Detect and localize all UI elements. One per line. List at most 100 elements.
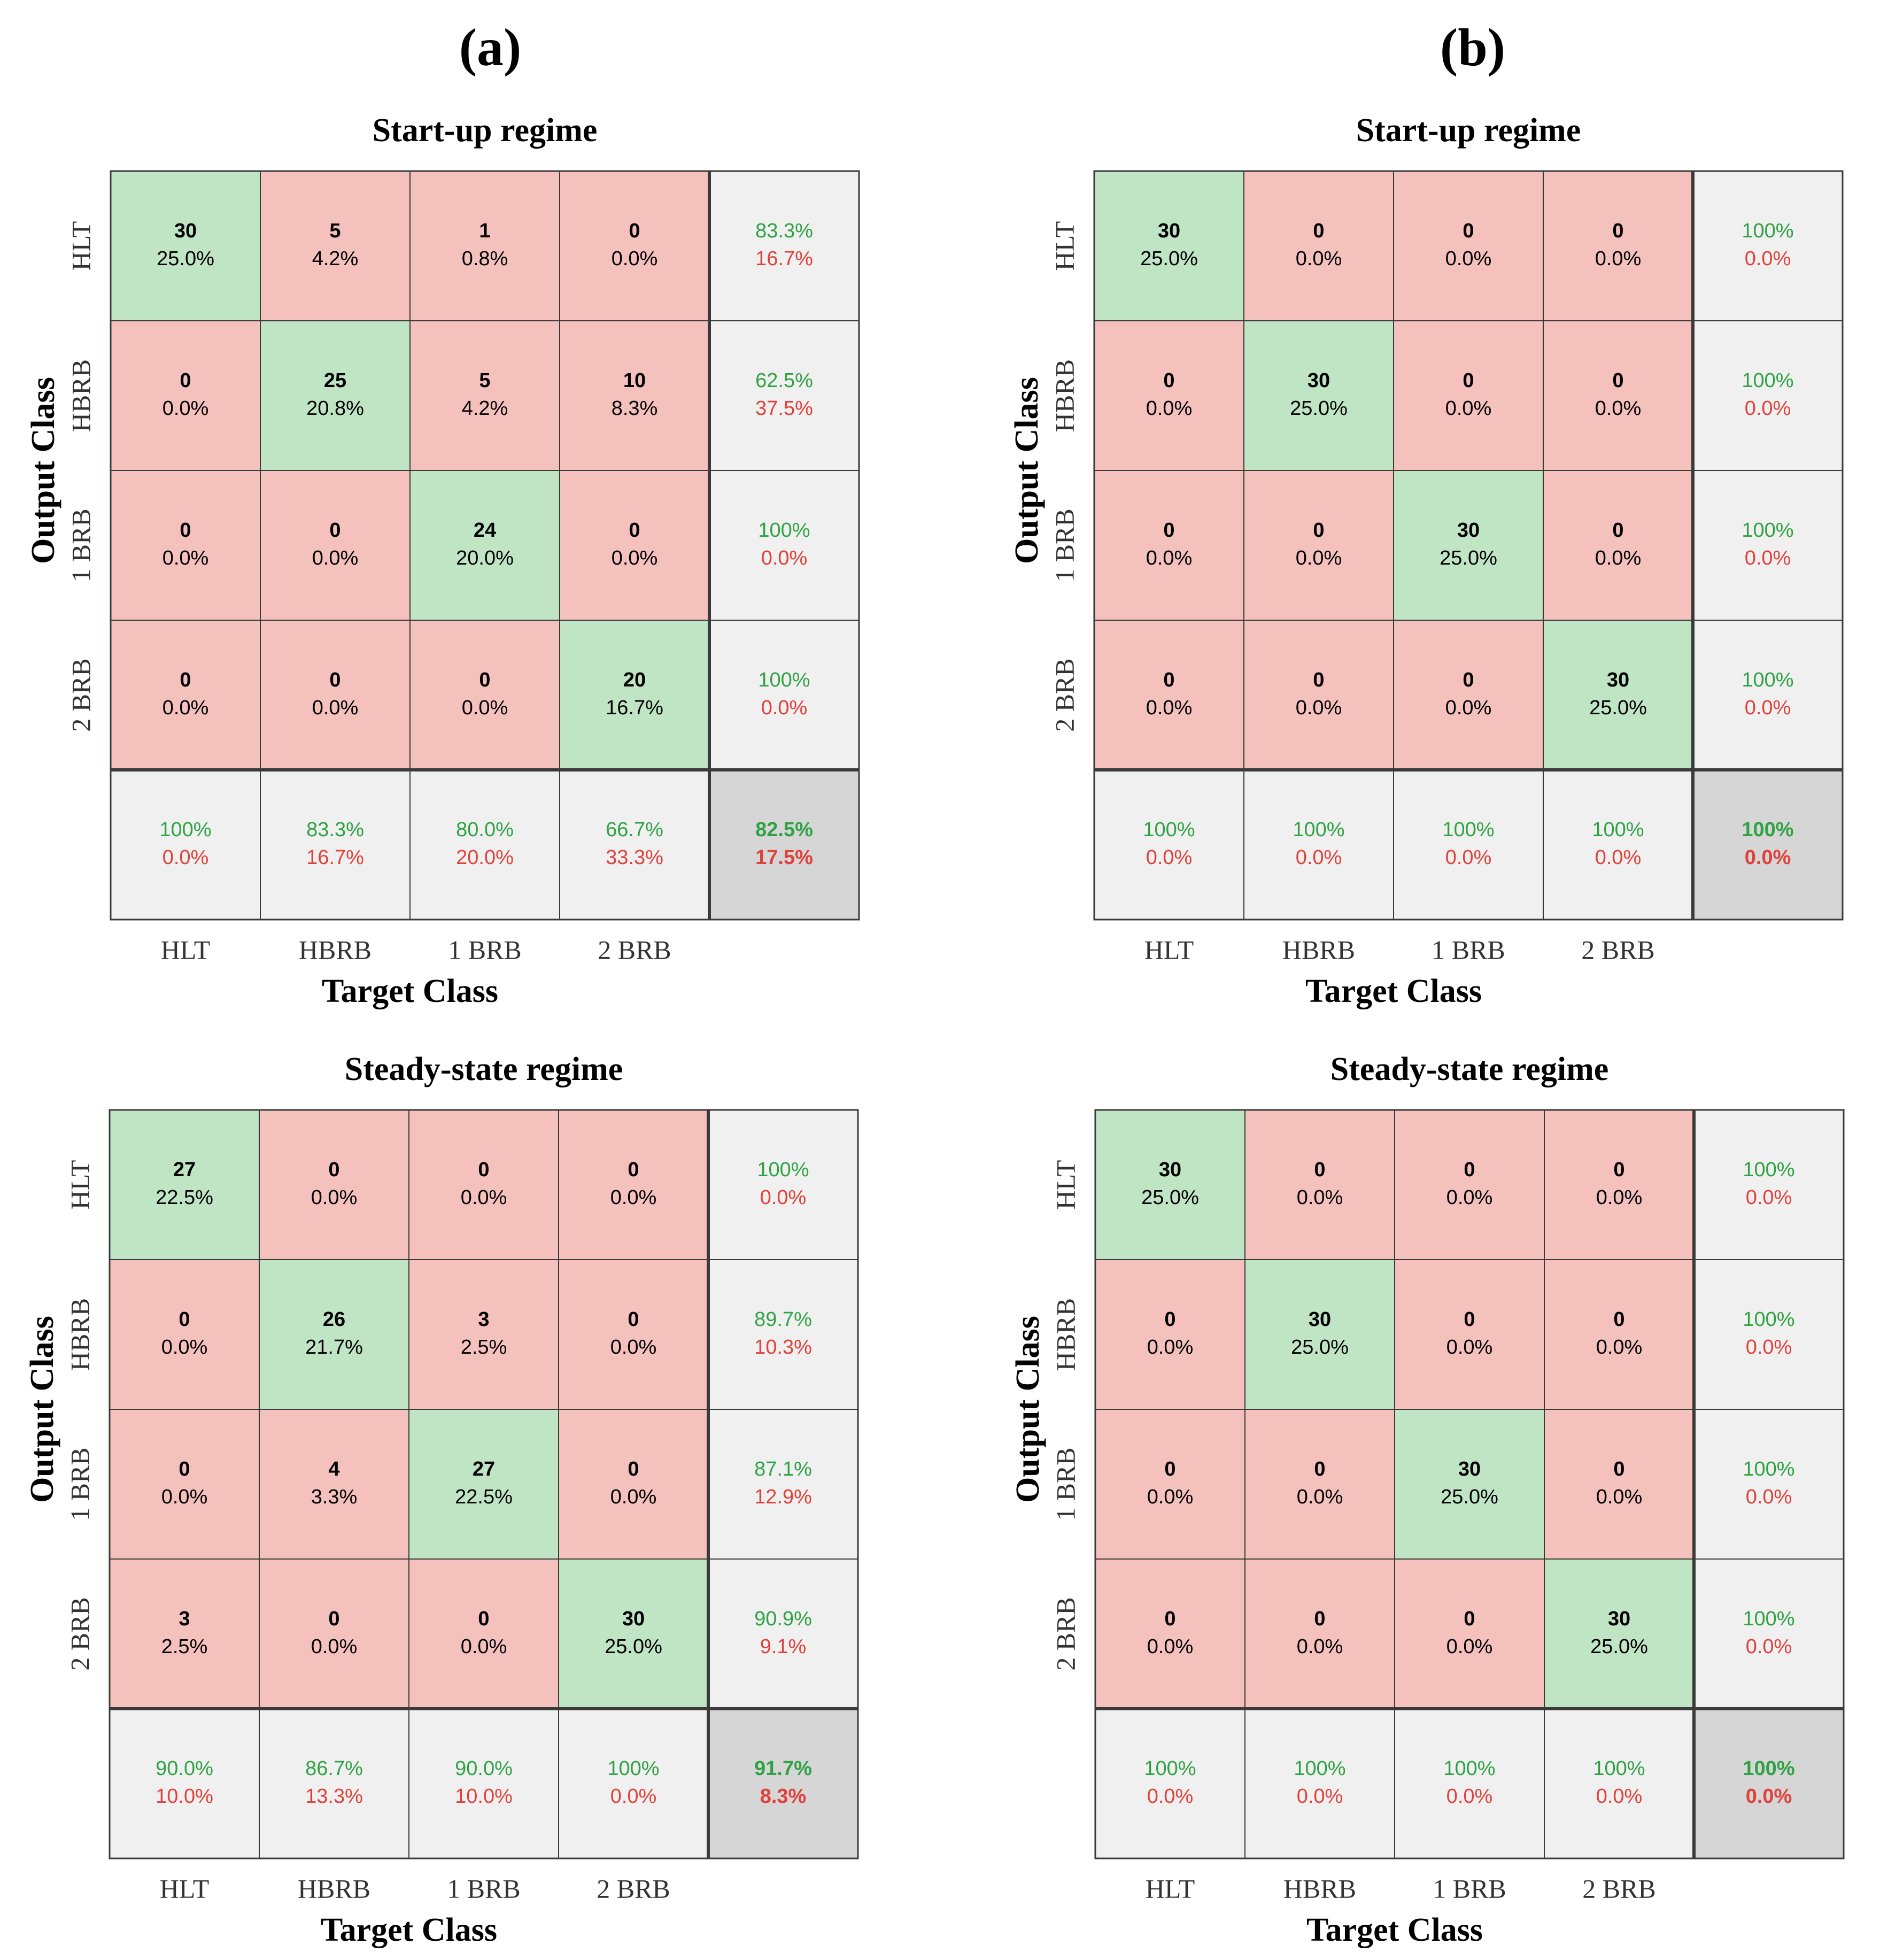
cell-percent: 0.0% [161, 1336, 208, 1359]
cell-count: 0 [478, 1159, 489, 1181]
cell-percent: 0.0% [1297, 1635, 1343, 1658]
cell-percent: 20.8% [306, 397, 364, 420]
y-axis-label: Output Class [25, 377, 61, 564]
off-diagonal-cell [1095, 1558, 1245, 1709]
cell-percent: 0.0% [1595, 248, 1642, 270]
overall-error: 0.0% [1746, 1785, 1792, 1808]
row-precision: 87.1% [754, 1458, 812, 1480]
diagonal-cell [1543, 620, 1693, 770]
col-error: 0.0% [1595, 846, 1642, 869]
y-tick-label: 2 BRB [65, 1597, 95, 1671]
cell-percent: 0.0% [1297, 1486, 1343, 1508]
cell-count: 0 [1613, 1308, 1624, 1331]
cell-percent: 4.2% [462, 397, 508, 420]
cell-percent: 0.0% [163, 697, 209, 719]
cell-percent: 0.0% [1296, 547, 1342, 569]
col-recall: 80.0% [456, 819, 514, 841]
row-error: 0.0% [1745, 547, 1791, 569]
row-summary-cell [1692, 320, 1843, 471]
confusion-matrix-4: Steady-state regime 30 25.0% 0 0.0% 0 0.0% 0 0.0… [1010, 1051, 1845, 1948]
cell-percent: 0.0% [1446, 1635, 1493, 1658]
col-error: 0.0% [1147, 1785, 1194, 1808]
row-error: 0.0% [761, 697, 808, 719]
cell-count: 4 [328, 1458, 339, 1480]
x-tick-label: HLT [1144, 935, 1194, 964]
cell-percent: 25.0% [1589, 697, 1647, 719]
off-diagonal-cell [1543, 320, 1693, 471]
cell-percent: 16.7% [606, 697, 663, 719]
y-axis-label: Output Class [1010, 1316, 1046, 1503]
off-diagonal-cell [109, 1558, 260, 1709]
chart-title: Start-up regime [1356, 112, 1581, 149]
matrix-border [1093, 170, 1844, 921]
off-diagonal-cell [1394, 1109, 1545, 1260]
row-summary-cell [1692, 620, 1843, 770]
cell-percent: 0.0% [163, 547, 209, 569]
diagonal-cell [1243, 320, 1394, 471]
x-tick-label: HBRB [1282, 935, 1355, 964]
diagonal-cell [1094, 171, 1244, 321]
col-error: 0.0% [610, 1785, 657, 1808]
row-summary-cell [709, 320, 860, 471]
cell-count: 5 [329, 220, 341, 242]
cell-count: 0 [1313, 220, 1324, 242]
cell-percent: 0.0% [1296, 248, 1342, 270]
cell-count: 0 [329, 669, 341, 691]
y-tick-label: HBRB [65, 1298, 95, 1371]
cell-percent: 0.0% [1595, 547, 1642, 569]
off-diagonal-cell [559, 171, 710, 321]
cell-percent: 0.0% [1297, 1186, 1343, 1209]
cell-count: 0 [1164, 1458, 1175, 1480]
cell-count: 0 [328, 1159, 339, 1181]
off-diagonal-cell [1094, 620, 1244, 770]
cell-percent: 0.0% [311, 1186, 358, 1209]
overall-accuracy-cell [709, 769, 860, 920]
y-tick-label: 2 BRB [1049, 658, 1079, 732]
col-recall: 86.7% [305, 1757, 363, 1780]
cell-percent: 0.0% [312, 547, 359, 569]
cell-count: 0 [1313, 519, 1324, 542]
overall-accuracy: 100% [1742, 819, 1793, 841]
cell-count: 30 [1607, 669, 1629, 691]
cell-count: 30 [1608, 1608, 1630, 1630]
col-recall: 100% [1593, 1757, 1645, 1780]
y-tick-label: HBRB [1049, 359, 1079, 432]
confusion-matrix-2: Start-up regime 30 25.0% 0 0.0% 0 0.0% 0 0.0% 100… [1009, 112, 1844, 1009]
cell-percent: 0.0% [461, 1635, 507, 1658]
col-error: 10.0% [455, 1785, 513, 1808]
confusion-matrix-3: Steady-state regime 27 22.5% 0 0.0% 0 0.0% 0 0.0… [24, 1051, 859, 1948]
col-summary-cell [109, 1708, 260, 1859]
off-diagonal-cell [260, 620, 411, 770]
off-diagonal-cell [409, 171, 560, 321]
cell-count: 0 [479, 669, 490, 691]
off-diagonal-cell [1543, 171, 1693, 321]
cell-percent: 0.0% [1147, 1635, 1194, 1658]
off-diagonal-cell [558, 1409, 709, 1560]
cell-count: 0 [329, 519, 341, 542]
confusion-matrix-1: Start-up regime 30 25.0% 5 4.2% 1 0.8% 0 0.0% 83.… [25, 112, 860, 1009]
col-summary-cell [110, 769, 261, 920]
row-error: 0.0% [1745, 697, 1791, 719]
col-recall: 100% [1293, 819, 1344, 841]
col-error: 0.0% [1297, 1785, 1343, 1808]
cell-percent: 8.3% [612, 397, 658, 420]
cell-count: 0 [1464, 1608, 1475, 1630]
x-tick-label: HLT [161, 935, 211, 964]
off-diagonal-cell [110, 470, 261, 621]
cell-count: 0 [1613, 1159, 1624, 1181]
row-summary-cell [708, 1259, 858, 1410]
cell-count: 0 [1464, 1159, 1475, 1181]
cell-count: 0 [478, 1608, 489, 1630]
x-tick-label: HLT [160, 1873, 210, 1903]
col-error: 13.3% [305, 1785, 363, 1808]
y-tick-label: 1 BRB [65, 1447, 95, 1521]
row-precision: 100% [1742, 669, 1793, 691]
row-summary-cell [709, 620, 860, 770]
row-precision: 100% [1742, 220, 1793, 242]
row-error: 0.0% [1745, 248, 1791, 270]
cell-count: 20 [623, 669, 646, 691]
cell-percent: 2.5% [161, 1635, 208, 1658]
off-diagonal-cell [558, 1109, 709, 1260]
x-tick-label: 2 BRB [597, 1873, 670, 1903]
diagonal-cell [408, 1409, 559, 1560]
